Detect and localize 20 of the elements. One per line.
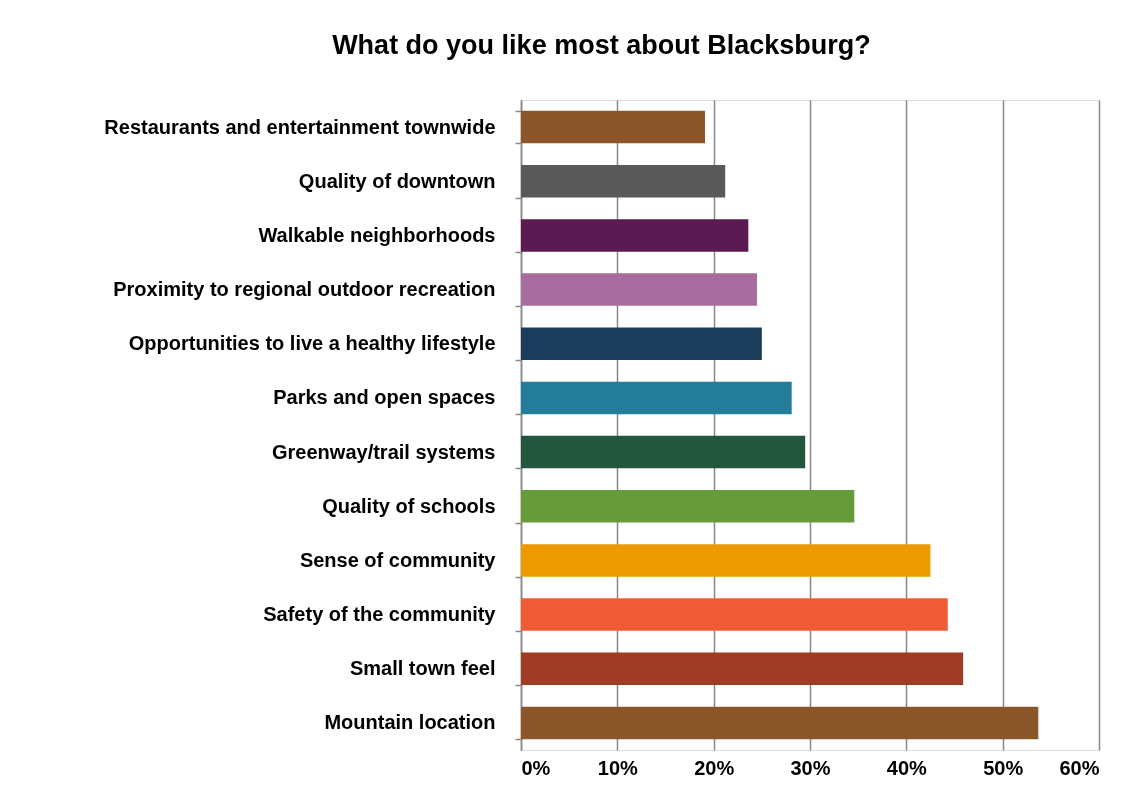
- y-tick-label: Greenway/trail systems: [272, 440, 496, 463]
- x-tick-label: 40%: [886, 756, 928, 779]
- y-tick-label: Mountain location: [324, 711, 496, 734]
- y-tick-label: Quality of schools: [322, 494, 496, 517]
- y-tick-label: Walkable neighborhoods: [258, 223, 496, 246]
- x-tick-label: 50%: [983, 756, 1024, 779]
- x-tick-label: 10%: [597, 756, 639, 779]
- y-tick-label: Restaurants and entertainment townwide: [104, 115, 496, 138]
- y-tick-label: Opportunities to live a healthy lifestyle: [128, 332, 496, 355]
- y-tick-label: Small town feel: [349, 657, 496, 680]
- x-tick-label: 0%: [521, 756, 551, 779]
- y-tick-label: Quality of downtown: [298, 169, 496, 192]
- y-tick-label: Sense of community: [299, 548, 497, 571]
- y-tick-label: Proximity to regional outdoor recreation: [113, 278, 496, 301]
- x-tick-label: 60%: [1059, 756, 1100, 779]
- x-tick-label: 30%: [790, 756, 831, 779]
- chart-title: What do you like most about Blacksburg?: [332, 30, 871, 60]
- y-tick-label: Safety of the community: [263, 603, 497, 626]
- y-tick-label: Parks and open spaces: [273, 386, 496, 409]
- x-tick-label: 20%: [694, 756, 735, 779]
